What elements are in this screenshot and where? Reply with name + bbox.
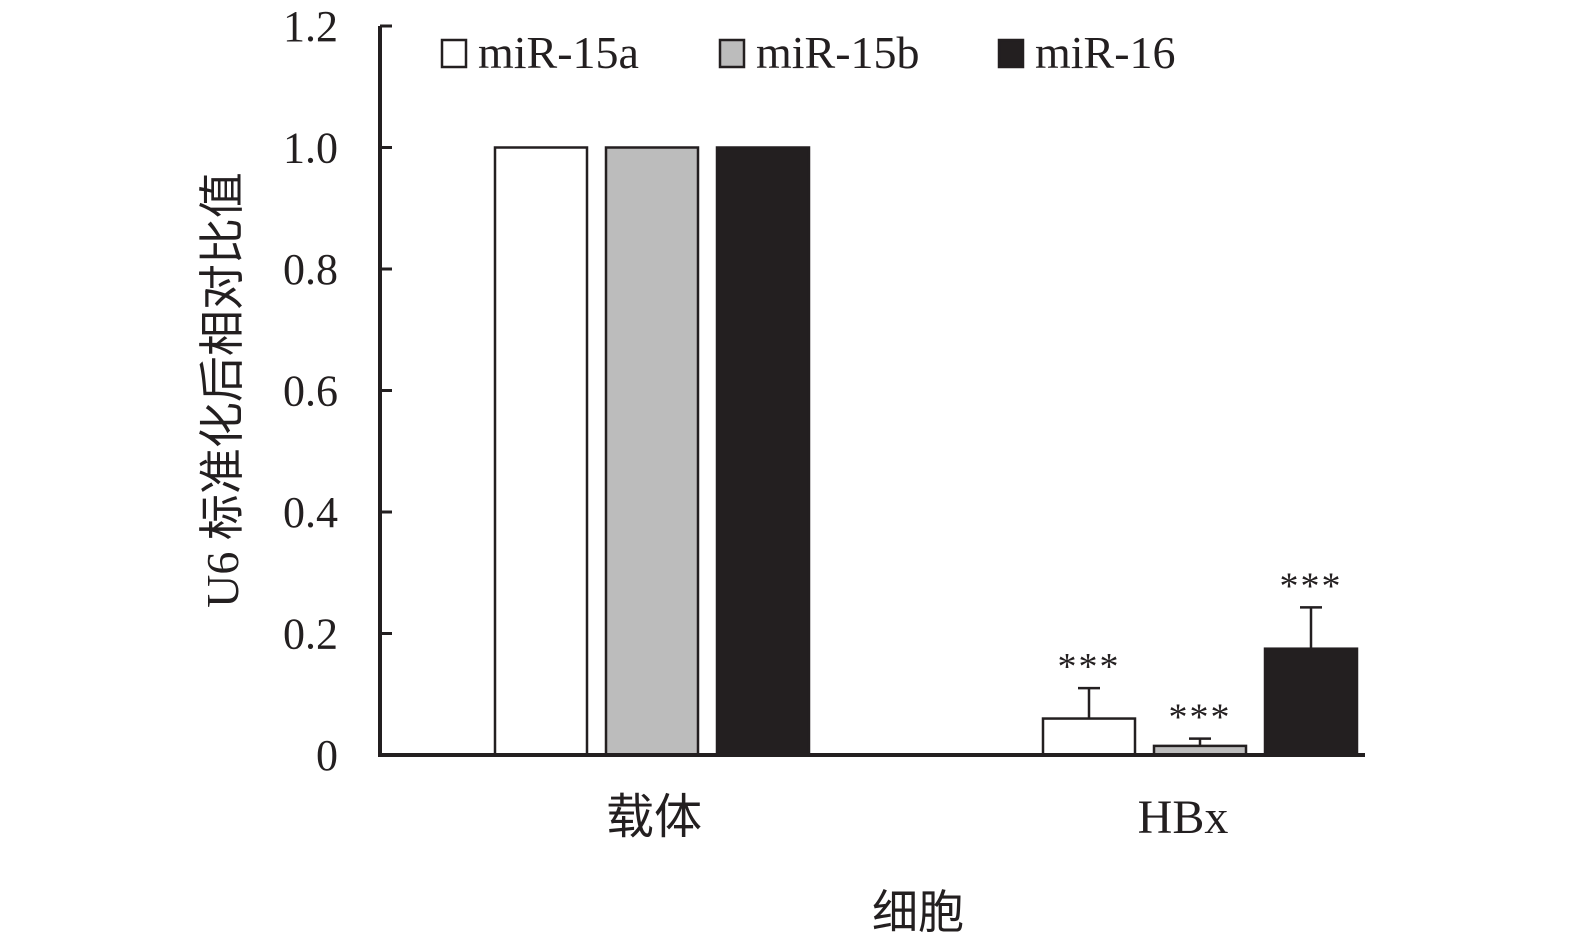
y-tick-label: 0 — [316, 731, 338, 780]
bar-miR-15b-载体 — [604, 146, 700, 757]
y-tick-label: 0.8 — [283, 245, 338, 294]
y-tick-label: 1.2 — [283, 2, 338, 51]
legend-swatch-miR-15b — [718, 38, 746, 69]
significance-label: *** — [1169, 697, 1232, 739]
y-tick-label: 0.4 — [283, 488, 338, 537]
bar-miR-15a-HBx — [1041, 717, 1137, 757]
legend-label-miR-16: miR-16 — [1035, 27, 1176, 78]
axes — [378, 26, 1365, 757]
y-ticks: 0 0.2 0.4 0.6 0.8 1.0 1.2 — [283, 2, 392, 780]
y-tick-label: 1.0 — [283, 124, 338, 173]
legend-swatch-miR-16 — [997, 38, 1025, 69]
significance-label: *** — [1280, 565, 1343, 607]
legend-label-miR-15a: miR-15a — [478, 27, 639, 78]
y-axis-title: U6 标准化后相对比值 — [197, 172, 248, 608]
bars: *** *** *** — [493, 146, 1359, 757]
bar-miR-15a-载体 — [493, 146, 589, 757]
y-tick-label: 0.2 — [283, 610, 338, 659]
x-axis-title: 细胞 — [872, 887, 964, 938]
bar-miR-16-HBx — [1263, 647, 1359, 757]
significance-label: *** — [1058, 646, 1121, 688]
legend-swatch-miR-15a — [440, 38, 468, 69]
y-tick-label: 0.6 — [283, 367, 338, 416]
x-category-label: 载体 — [606, 791, 702, 844]
x-category-label: HBx — [1138, 791, 1229, 844]
x-category-labels: 载体 HBx — [606, 791, 1228, 844]
legend: miR-15a miR-15b miR-16 — [440, 27, 1176, 78]
bar-miR-16-载体 — [715, 146, 811, 757]
legend-label-miR-15b: miR-15b — [756, 27, 920, 78]
